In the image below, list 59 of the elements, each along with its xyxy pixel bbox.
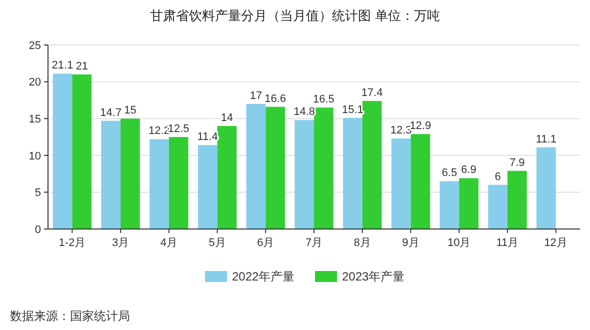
data-label: 17.4: [361, 86, 383, 99]
bar: [198, 145, 218, 229]
data-label: 6.5: [442, 167, 458, 180]
data-label: 12.2: [148, 125, 170, 138]
legend-label: 2022年产量: [232, 270, 295, 284]
x-tick-label: 8月: [354, 237, 371, 249]
x-tick-label: 3月: [112, 237, 130, 249]
bar: [294, 120, 314, 229]
bar: [72, 74, 92, 229]
y-tick-label: 5: [34, 187, 41, 200]
data-label: 21.1: [52, 60, 74, 72]
y-tick-label: 25: [28, 40, 41, 52]
data-label: 14: [220, 112, 234, 124]
y-tick-label: 0: [34, 224, 41, 236]
bar: [314, 108, 334, 229]
data-label: 11.4: [197, 131, 218, 144]
bar: [440, 181, 460, 229]
data-label: 17: [250, 90, 262, 102]
data-label: 21: [76, 60, 88, 72]
bar: [343, 118, 362, 229]
bar: [168, 137, 188, 229]
source-note: 数据来源：国家统计局: [10, 309, 130, 323]
bar: [536, 147, 556, 229]
data-label: 14.7: [100, 106, 122, 119]
bar: [410, 134, 430, 229]
bar: [246, 104, 266, 229]
x-tick-label: 10月: [447, 237, 471, 249]
data-label: 6.9: [461, 164, 476, 176]
data-label: 7.9: [509, 156, 525, 169]
data-label: 15: [124, 104, 136, 117]
y-tick-label: 15: [28, 113, 41, 126]
y-tick-label: 10: [28, 150, 41, 162]
bar: [266, 106, 285, 229]
x-tick-label: 1-2月: [58, 237, 86, 249]
bar: [391, 138, 411, 229]
data-label: 16.5: [312, 94, 334, 106]
bar: [362, 100, 382, 229]
bar: [459, 178, 478, 229]
data-label: 16.6: [264, 92, 286, 105]
x-tick-label: 12月: [544, 237, 568, 249]
bar: [150, 139, 169, 229]
data-label: 11.1: [536, 133, 556, 146]
x-tick-label: 6月: [257, 237, 274, 249]
bar: [488, 184, 508, 229]
x-tick-label: 9月: [402, 237, 420, 249]
x-tick-label: 5月: [208, 237, 226, 249]
bar: [52, 74, 72, 229]
data-label: 6: [494, 170, 501, 183]
bar: [507, 170, 527, 229]
bar: [217, 126, 237, 229]
bar: [120, 118, 140, 229]
x-tick-label: 4月: [160, 237, 178, 249]
x-tick-label: 7月: [305, 237, 323, 249]
bar: [101, 120, 121, 229]
data-label: 12.5: [168, 123, 190, 135]
x-tick-label: 11月: [496, 237, 519, 249]
y-tick-label: 20: [28, 76, 41, 89]
chart-title: 甘肃省饮料产量分月（当月值）统计图 单位：万吨: [150, 8, 440, 23]
legend-label: 2023年产量: [342, 270, 405, 284]
